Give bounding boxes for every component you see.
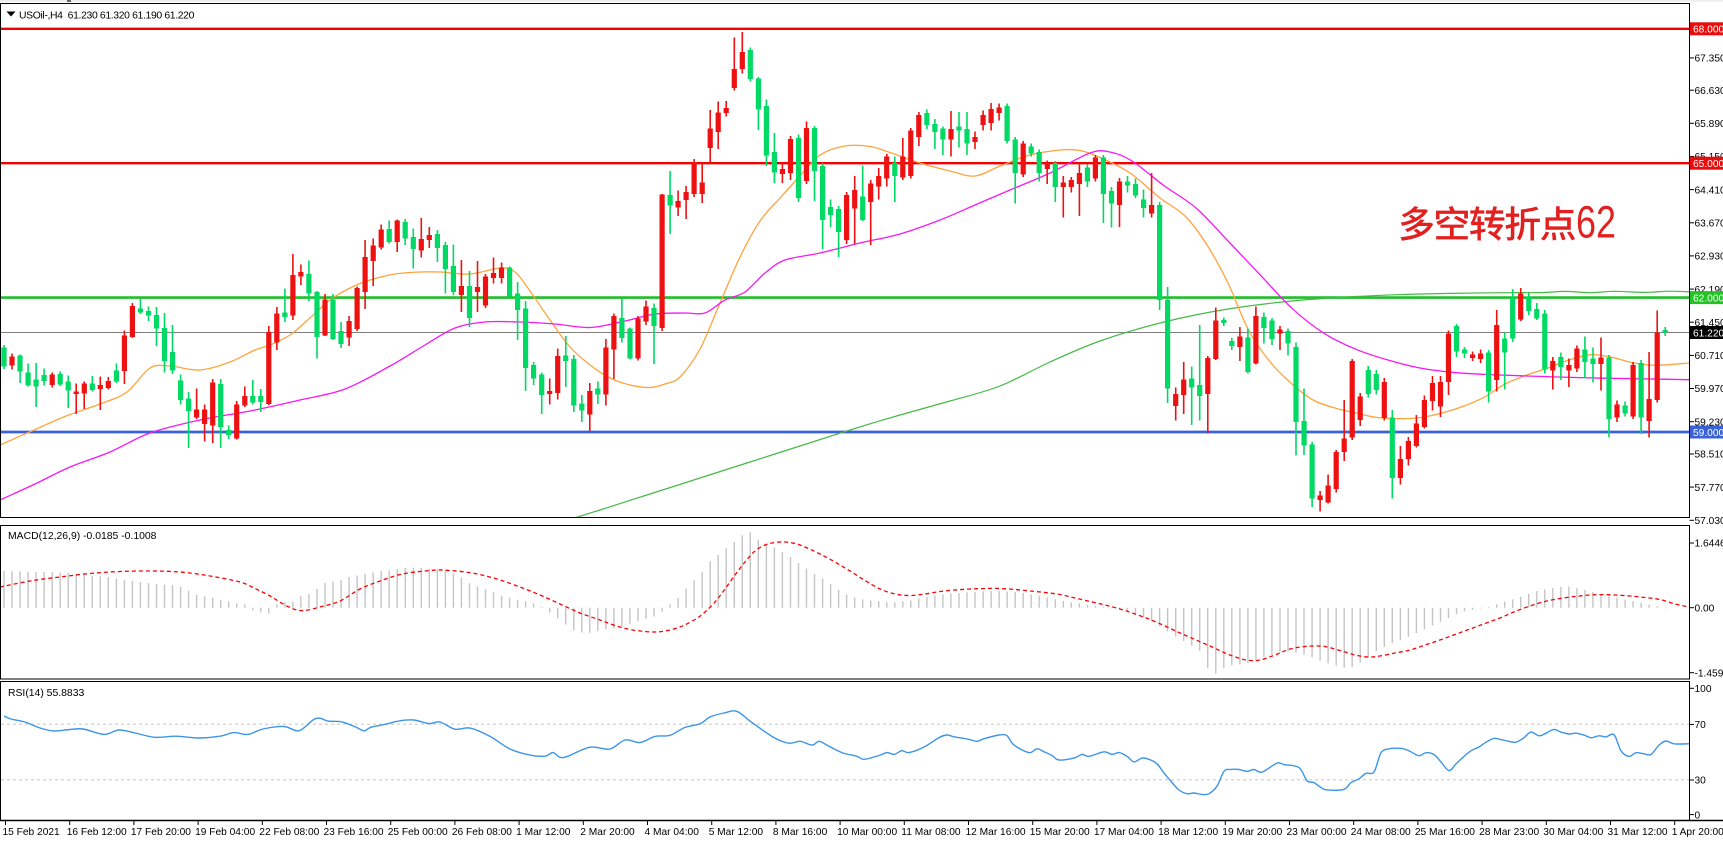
svg-text:68.000: 68.000 <box>1693 25 1723 36</box>
svg-text:70: 70 <box>1695 720 1707 731</box>
svg-text:62.000: 62.000 <box>1693 293 1723 304</box>
svg-text:59.970: 59.970 <box>1695 384 1723 395</box>
svg-text:58.510: 58.510 <box>1695 450 1723 461</box>
svg-text:23 Mar 00:00: 23 Mar 00:00 <box>1287 827 1347 838</box>
svg-text:31 Mar 12:00: 31 Mar 12:00 <box>1608 827 1668 838</box>
svg-text:1.6446: 1.6446 <box>1695 539 1723 550</box>
svg-text:24 Mar 08:00: 24 Mar 08:00 <box>1351 827 1411 838</box>
svg-text:62: 62 <box>1576 197 1616 248</box>
svg-text:17 Mar 04:00: 17 Mar 04:00 <box>1094 827 1154 838</box>
svg-text:61.220: 61.220 <box>1693 328 1723 339</box>
svg-text:59.000: 59.000 <box>1693 428 1723 439</box>
svg-text:65.000: 65.000 <box>1693 159 1723 170</box>
svg-text:12 Mar 16:00: 12 Mar 16:00 <box>966 827 1026 838</box>
svg-text:62.930: 62.930 <box>1695 252 1723 263</box>
svg-text:19 Mar 20:00: 19 Mar 20:00 <box>1222 827 1282 838</box>
svg-text:26 Feb 08:00: 26 Feb 08:00 <box>452 827 512 838</box>
svg-text:19 Feb 04:00: 19 Feb 04:00 <box>195 827 255 838</box>
svg-text:63.670: 63.670 <box>1695 219 1723 230</box>
svg-text:22 Feb 08:00: 22 Feb 08:00 <box>259 827 319 838</box>
svg-text:15 Feb 2021: 15 Feb 2021 <box>3 827 61 838</box>
svg-text:MACD(12,26,9) -0.0185 -0.1008: MACD(12,26,9) -0.0185 -0.1008 <box>8 531 157 542</box>
svg-text:17 Feb 20:00: 17 Feb 20:00 <box>131 827 191 838</box>
svg-text:2 Mar 20:00: 2 Mar 20:00 <box>580 827 635 838</box>
svg-text:66.630: 66.630 <box>1695 86 1723 97</box>
svg-text:64.410: 64.410 <box>1695 185 1723 196</box>
svg-text:18 Mar 12:00: 18 Mar 12:00 <box>1158 827 1218 838</box>
svg-text:65.890: 65.890 <box>1695 119 1723 130</box>
svg-text:57.030: 57.030 <box>1695 516 1723 527</box>
svg-text:100: 100 <box>1695 684 1712 695</box>
svg-text:28 Mar 23:00: 28 Mar 23:00 <box>1479 827 1539 838</box>
svg-text:30: 30 <box>1695 776 1707 787</box>
svg-text:5 Mar 12:00: 5 Mar 12:00 <box>709 827 764 838</box>
svg-text:10 Mar 00:00: 10 Mar 00:00 <box>837 827 897 838</box>
svg-text:USOil-,H4 61.230 61.320 61.19: USOil-,H4 61.230 61.320 61.190 61.220 <box>19 11 195 22</box>
svg-text:16 Feb 12:00: 16 Feb 12:00 <box>67 827 127 838</box>
svg-text:67.350: 67.350 <box>1695 54 1723 65</box>
svg-text:-1.4594: -1.4594 <box>1695 668 1723 679</box>
svg-text:60.710: 60.710 <box>1695 351 1723 362</box>
svg-text:25 Feb 00:00: 25 Feb 00:00 <box>388 827 448 838</box>
svg-text:23 Feb 16:00: 23 Feb 16:00 <box>324 827 384 838</box>
svg-text:30 Mar 04:00: 30 Mar 04:00 <box>1543 827 1603 838</box>
svg-text:25 Mar 16:00: 25 Mar 16:00 <box>1415 827 1475 838</box>
svg-text:1 Apr 20:00: 1 Apr 20:00 <box>1672 827 1723 838</box>
svg-text:0: 0 <box>1695 810 1701 821</box>
svg-text:8 Mar 16:00: 8 Mar 16:00 <box>773 827 828 838</box>
svg-text:0.00: 0.00 <box>1695 603 1715 614</box>
svg-text:15 Mar 20:00: 15 Mar 20:00 <box>1030 827 1090 838</box>
svg-text:11 Mar 08:00: 11 Mar 08:00 <box>901 827 961 838</box>
svg-text:57.770: 57.770 <box>1695 483 1723 494</box>
svg-text:1 Mar 12:00: 1 Mar 12:00 <box>516 827 571 838</box>
svg-text:4 Mar 04:00: 4 Mar 04:00 <box>645 827 700 838</box>
svg-text:RSI(14) 55.8833: RSI(14) 55.8833 <box>8 688 84 699</box>
